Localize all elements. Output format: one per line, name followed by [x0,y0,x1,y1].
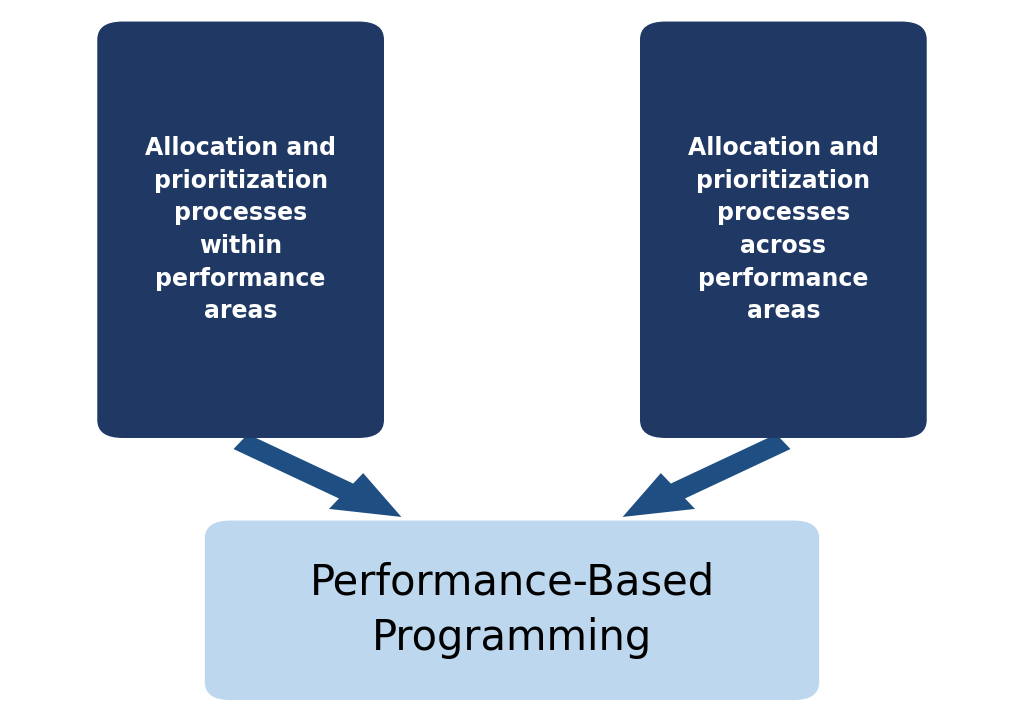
FancyBboxPatch shape [97,22,384,438]
Text: Allocation and
prioritization
processes
within
performance
areas: Allocation and prioritization processes … [145,136,336,323]
FancyBboxPatch shape [205,521,819,700]
Polygon shape [623,434,791,517]
Text: Performance-Based
Programming: Performance-Based Programming [309,561,715,659]
Text: Allocation and
prioritization
processes
across
performance
areas: Allocation and prioritization processes … [688,136,879,323]
Polygon shape [233,434,401,517]
FancyBboxPatch shape [640,22,927,438]
